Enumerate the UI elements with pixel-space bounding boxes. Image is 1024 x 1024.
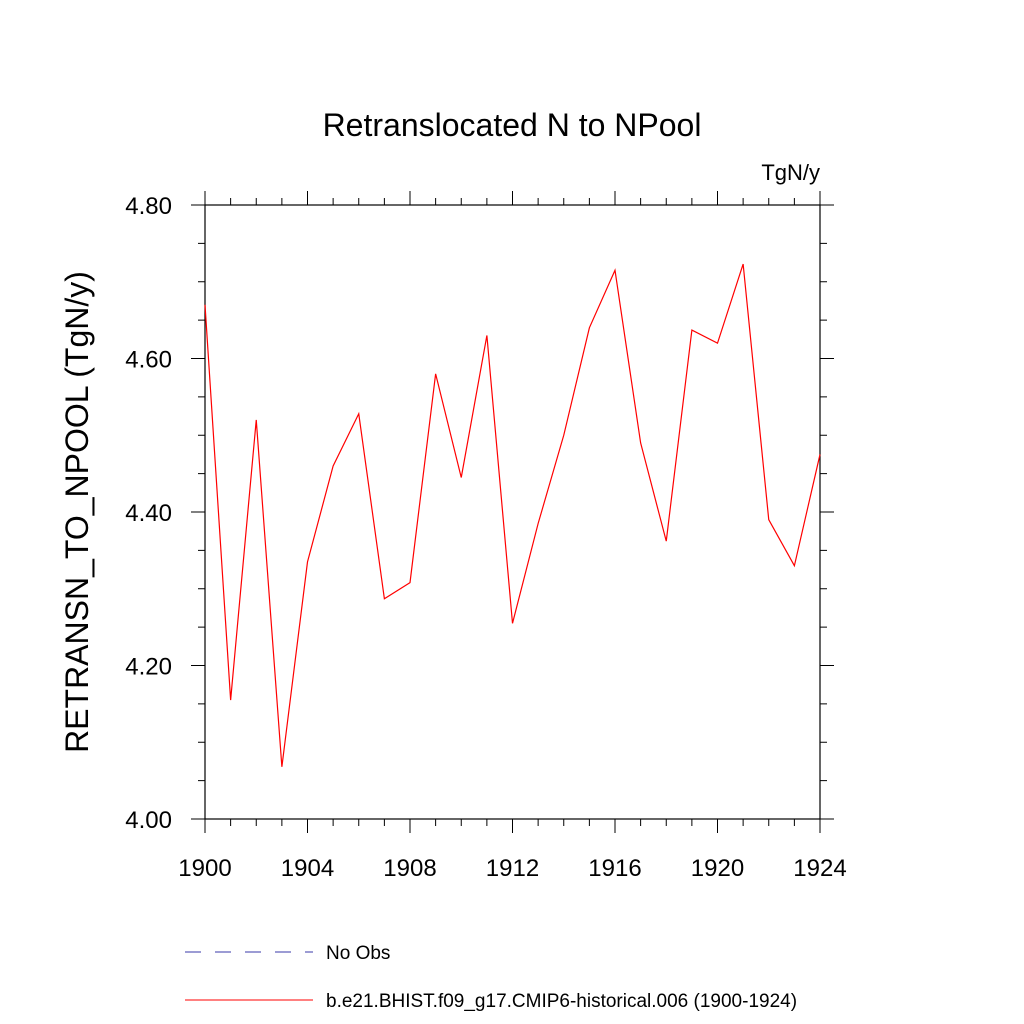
series-layer	[204, 263, 821, 767]
legend: No Obs b.e21.BHIST.f09_g17.CMIP6-historic…	[185, 943, 797, 1012]
y-axis-label: RETRANSN_TO_NPOOL (TgN/y)	[59, 271, 95, 753]
legend-label: b.e21.BHIST.f09_g17.CMIP6-historical.006…	[326, 991, 797, 1012]
legend-label: No Obs	[326, 943, 390, 964]
y-tick-label: 4.40	[125, 500, 172, 527]
y-tick-label: 4.00	[125, 807, 172, 834]
x-tick-label: 1924	[793, 855, 846, 882]
y-tick-label: 4.80	[125, 193, 172, 220]
series-line	[204, 263, 821, 767]
x-tick-label: 1900	[178, 855, 231, 882]
units-label: TgN/y	[761, 160, 820, 185]
x-tick-label: 1916	[588, 855, 641, 882]
chart-title: Retranslocated N to NPool	[323, 107, 702, 143]
y-tick-label: 4.20	[125, 654, 172, 681]
x-tick-label: 1904	[281, 855, 334, 882]
plot-axes: 1900 1904 1908 1912 1916 1920 1924 4.00 4.20 4.40…	[125, 191, 847, 882]
x-tick-label: 1920	[691, 855, 744, 882]
plot-frame	[204, 204, 821, 820]
x-tick-label: 1908	[383, 855, 436, 882]
x-tick-label: 1912	[486, 855, 539, 882]
y-tick-label: 4.60	[125, 347, 172, 374]
